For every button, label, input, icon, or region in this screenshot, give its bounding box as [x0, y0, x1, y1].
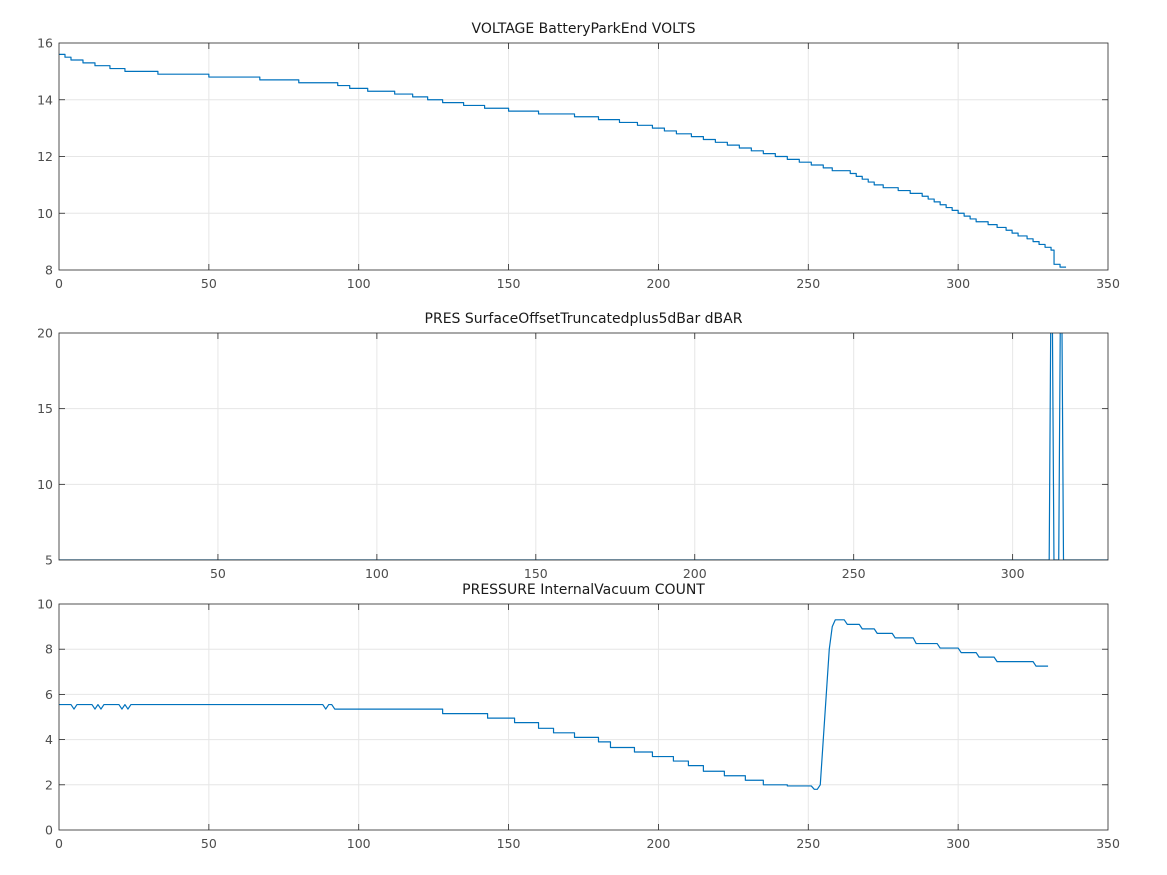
- x-tick-label: 300: [1001, 566, 1025, 581]
- chart-panel-2: 50 100 150 200 250 300 5 10 15 20 PRES SurfaceOffs…: [37, 311, 1109, 581]
- y-tick-label: 15: [37, 401, 53, 416]
- y-tick-label: 2: [45, 777, 53, 792]
- chart-panel-1: 0 50 100 150 200 250 300 350 8 10 12 14 16 VOLTAGE Ba…: [37, 21, 1120, 291]
- plot-frame: [58, 603, 1109, 831]
- x-tick-label: 250: [842, 566, 866, 581]
- x-tick-label: 150: [497, 276, 521, 291]
- series-line: [59, 53, 1067, 268]
- x-tick-label: 250: [796, 276, 820, 291]
- x-tick-label: 50: [210, 566, 226, 581]
- x-tick-label: 50: [201, 836, 217, 851]
- series-line: [59, 619, 1049, 790]
- x-tick-label: 0: [55, 276, 63, 291]
- y-tick-label: 12: [37, 149, 53, 164]
- x-tick-label: 250: [796, 836, 820, 851]
- x-tick-label: 150: [497, 836, 521, 851]
- x-tick-label: 150: [524, 566, 548, 581]
- y-tick-label: 5: [45, 553, 53, 568]
- x-tick-label: 100: [365, 566, 389, 581]
- y-tick-label: 16: [37, 36, 53, 51]
- chart-title: VOLTAGE BatteryParkEnd VOLTS: [472, 21, 696, 37]
- y-tick-label: 4: [45, 732, 53, 747]
- x-tick-label: 300: [946, 836, 970, 851]
- x-tick-label: 0: [55, 836, 63, 851]
- chart-panel-3: 0 50 100 150 200 250 300 350 0 2 4 6 8 10 PRESSURE Int…: [37, 582, 1120, 851]
- x-tick-label: 100: [347, 836, 371, 851]
- x-tick-label: 50: [201, 276, 217, 291]
- chart-title: PRES SurfaceOffsetTruncatedplus5dBar dBA…: [425, 311, 743, 327]
- x-tick-label: 300: [946, 276, 970, 291]
- y-tick-label: 8: [45, 263, 53, 278]
- y-tick-label: 10: [37, 597, 53, 612]
- x-tick-label: 200: [646, 276, 670, 291]
- y-tick-label: 20: [37, 326, 53, 341]
- y-tick-label: 8: [45, 642, 53, 657]
- y-tick-label: 14: [37, 92, 53, 107]
- chart-title: PRESSURE InternalVacuum COUNT: [462, 582, 705, 598]
- x-tick-label: 200: [683, 566, 707, 581]
- series-line: [59, 333, 1108, 560]
- x-tick-label: 350: [1096, 836, 1120, 851]
- y-tick-label: 10: [37, 477, 53, 492]
- y-tick-label: 6: [45, 687, 53, 702]
- x-tick-label: 200: [646, 836, 670, 851]
- y-tick-label: 0: [45, 823, 53, 838]
- y-tick-label: 10: [37, 206, 53, 221]
- x-tick-label: 350: [1096, 276, 1120, 291]
- plot-frame: [58, 332, 1109, 561]
- x-tick-label: 100: [347, 276, 371, 291]
